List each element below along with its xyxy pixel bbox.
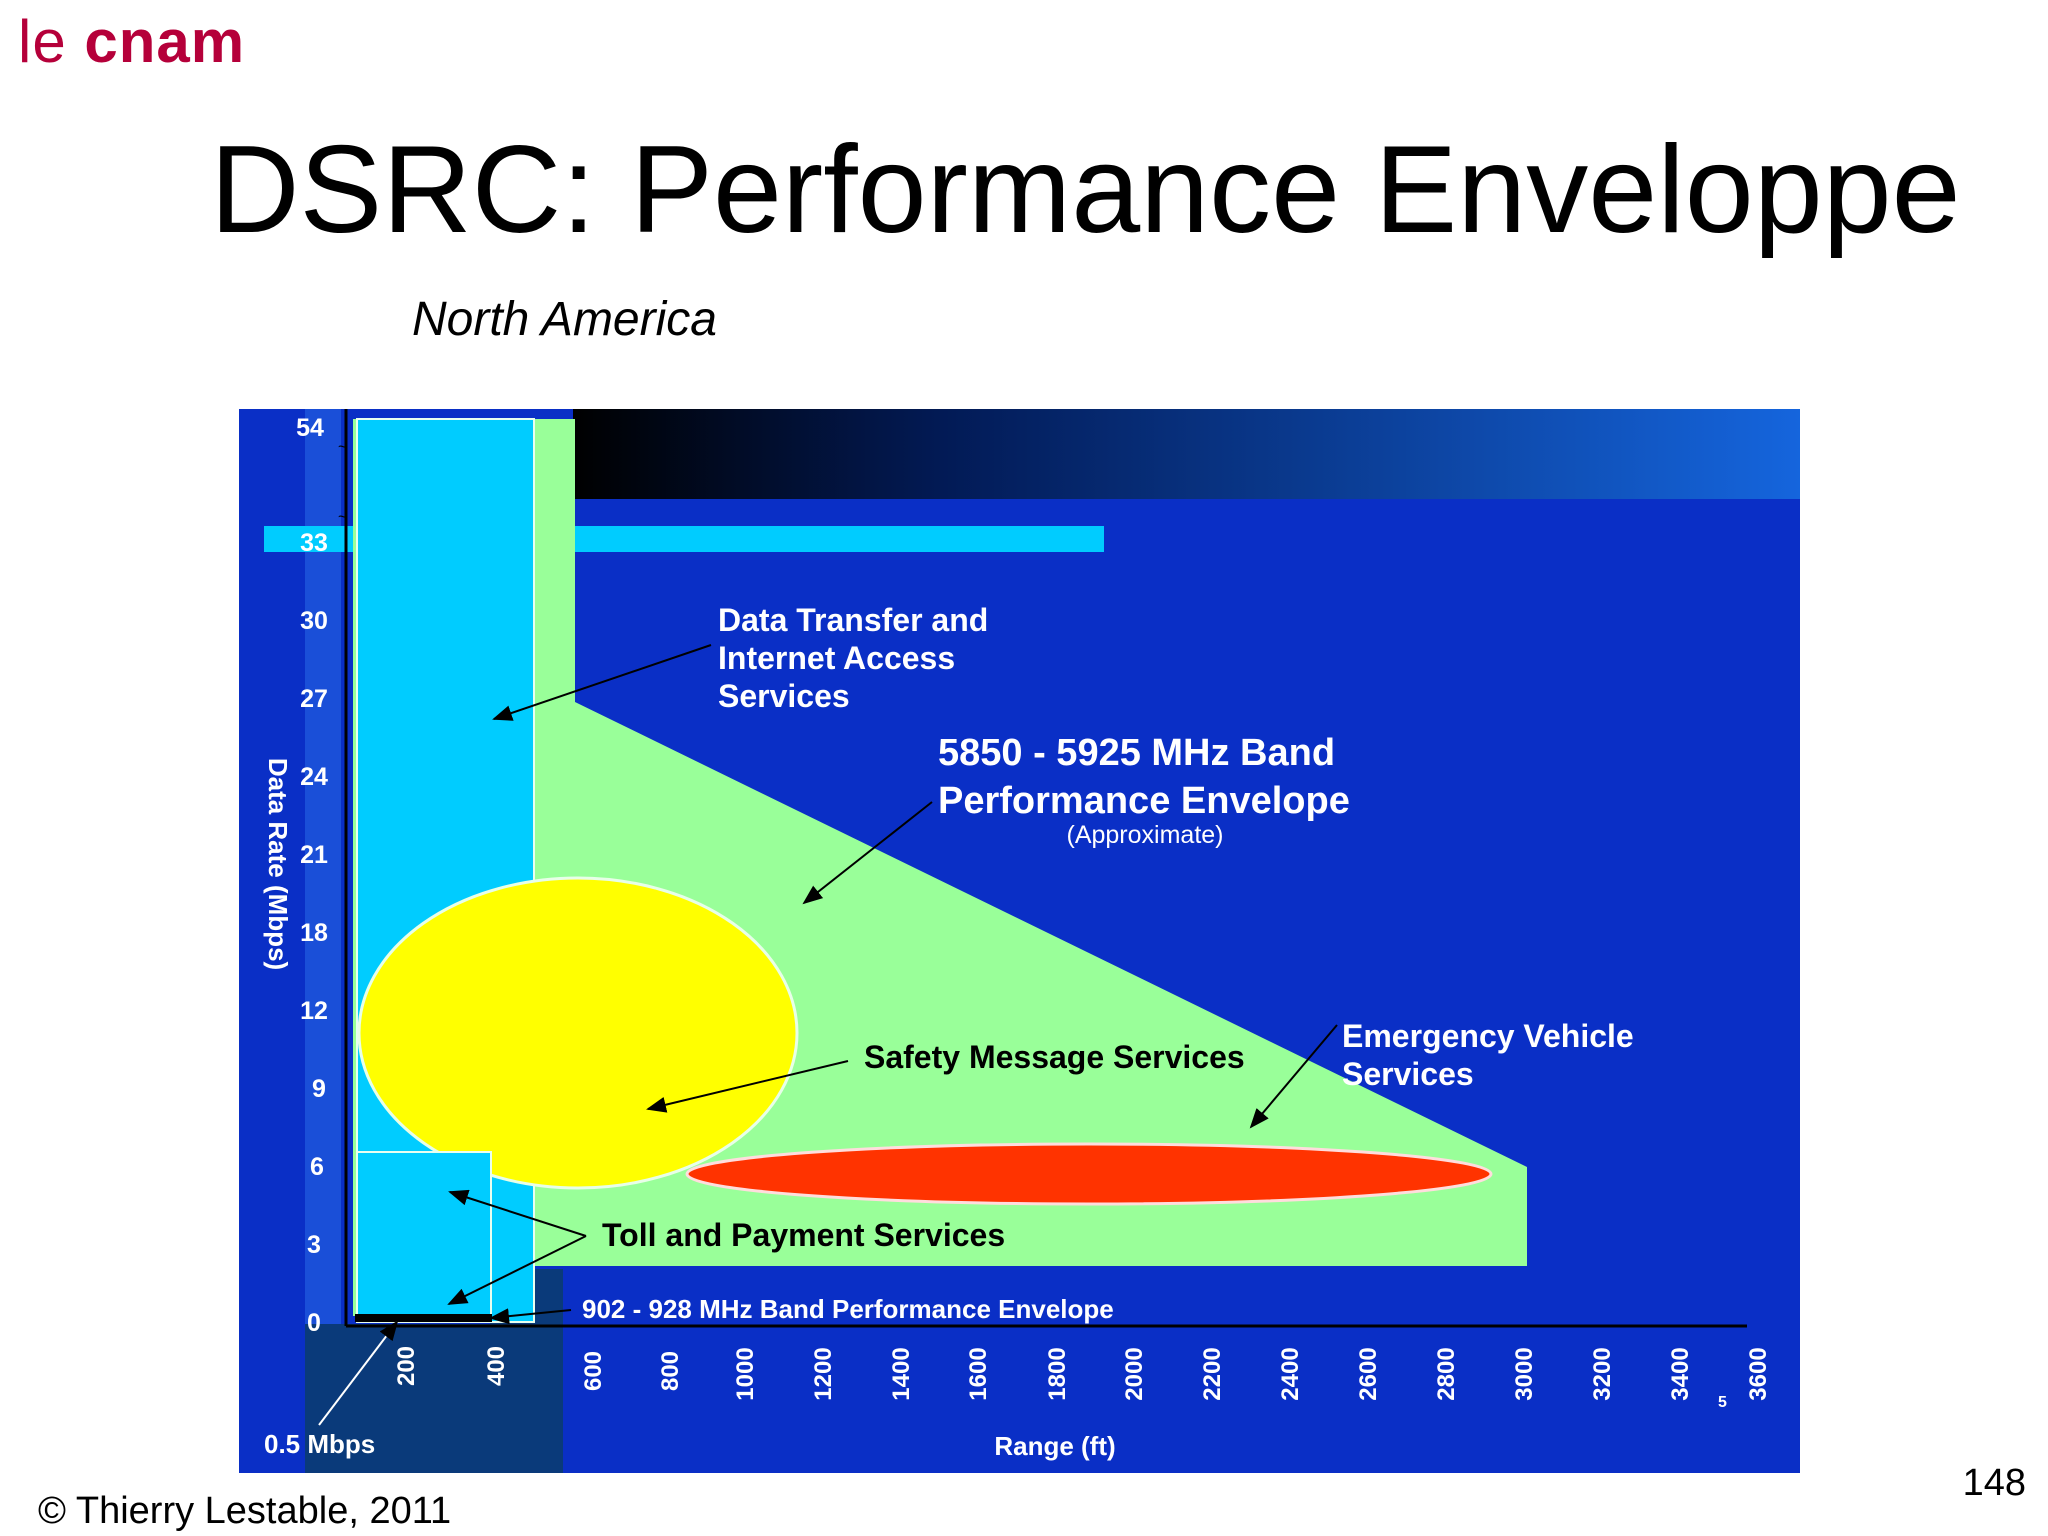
safety-arrow xyxy=(646,1060,849,1113)
annotation-line: Data Transfer and xyxy=(718,602,988,638)
annotation-line: Emergency Vehicle xyxy=(1342,1018,1634,1054)
axis-break-mark-2: ~ xyxy=(338,509,347,526)
annotation-line: 5850 - 5925 MHz Band xyxy=(938,732,1335,774)
logo-le: le xyxy=(18,8,67,75)
copyright-footer: © Thierry Lestable, 2011 xyxy=(38,1490,452,1532)
annotation-line: Services xyxy=(1342,1056,1474,1092)
y-axis-label: Data Rate (Mbps) xyxy=(263,758,293,970)
bottom-axis-panel-dark xyxy=(305,1324,563,1473)
x-tick-label: 400 xyxy=(483,1346,510,1386)
x-tick-label: 2600 xyxy=(1355,1347,1382,1400)
y-tick-label: 9 xyxy=(312,1075,326,1103)
y-tick-label: 0 xyxy=(307,1309,321,1337)
x-tick-label: 1400 xyxy=(888,1347,915,1400)
y-tick-label: 54 xyxy=(296,414,324,442)
annotation-line: Services xyxy=(718,678,850,714)
slide-subtitle: North America xyxy=(412,293,717,346)
x-tick-label: 600 xyxy=(580,1351,607,1391)
x-tick-label: 2800 xyxy=(1433,1347,1460,1400)
x-tick-label: 200 xyxy=(393,1346,420,1386)
min-rate-arrow xyxy=(318,1320,399,1426)
annotation-line: Internet Access xyxy=(718,640,955,676)
top-gradient-band xyxy=(573,409,1800,499)
left-axis-panel xyxy=(305,409,341,1473)
annotation-line: Performance Envelope xyxy=(938,780,1350,822)
annotation-note: (Approximate) xyxy=(1067,821,1224,849)
y-tick-label: 6 xyxy=(310,1153,324,1181)
x-tick-label: 3000 xyxy=(1511,1347,1538,1400)
toll-annotation: Toll and Payment Services xyxy=(602,1217,1005,1253)
y-tick-label: 33 xyxy=(300,529,328,557)
y-tick-label: 21 xyxy=(300,841,328,869)
y-tick-label: 12 xyxy=(300,997,328,1025)
data-transfer-annotation: Data Transfer and Internet Access Servic… xyxy=(718,602,988,714)
x-tick-label: 2400 xyxy=(1277,1347,1304,1400)
y-tick-labels: 54 33 30 27 24 21 18 12 9 6 3 0 xyxy=(296,414,328,1337)
emergency-annotation: Emergency Vehicle Services xyxy=(1342,1018,1634,1092)
x-tick-label: 2200 xyxy=(1199,1347,1226,1400)
x-tick-label: 1800 xyxy=(1044,1347,1071,1400)
x-tick-label: 2000 xyxy=(1121,1347,1148,1400)
axis-break-mark-1: ~ xyxy=(338,439,347,456)
band-900-arrow xyxy=(489,1308,572,1325)
min-rate-label: 0.5 Mbps xyxy=(264,1429,375,1459)
y-tick-label: 30 xyxy=(300,607,328,635)
toll-payment-region xyxy=(356,1151,492,1316)
x-tick-label: 3600 xyxy=(1745,1347,1772,1400)
page-number: 148 xyxy=(1962,1462,2026,1504)
x-tick-label: 1000 xyxy=(732,1347,759,1400)
cnam-logo: le cnam xyxy=(18,6,245,78)
y-tick-label: 3 xyxy=(307,1231,321,1259)
band-900-annotation: 902 - 928 MHz Band Performance Envelope xyxy=(582,1294,1114,1324)
toll-arrow-lower xyxy=(447,1235,587,1305)
band-5-9-arrow xyxy=(802,801,933,905)
emergency-arrow xyxy=(1249,1024,1338,1129)
toll-arrow-upper xyxy=(448,1189,587,1237)
data-transfer-arrow xyxy=(492,644,712,721)
band-900-envelope xyxy=(355,1314,492,1322)
safety-annotation: Safety Message Services xyxy=(864,1039,1245,1075)
emergency-vehicle-ellipse xyxy=(685,1142,1493,1206)
x-axis-label: Range (ft) xyxy=(994,1431,1115,1461)
y-tick-label: 24 xyxy=(300,763,328,791)
logo-cnam: cnam xyxy=(84,8,246,75)
y-tick-label: 18 xyxy=(300,919,328,947)
x-tick-label: 3200 xyxy=(1589,1347,1616,1400)
x-tick-label: 800 xyxy=(657,1351,684,1391)
safety-message-ellipse xyxy=(357,876,799,1190)
band-5-9-annotation: 5850 - 5925 MHz Band Performance Envelop… xyxy=(938,732,1350,849)
arrows xyxy=(447,644,1338,1325)
slide-title: DSRC: Performance Enveloppe xyxy=(210,121,1961,259)
y-tick-label: 27 xyxy=(300,685,328,713)
x-tick-labels: 200 400 600 800 1000 1200 1400 1600 1800… xyxy=(393,1346,1772,1401)
axis-break-mark: 5 xyxy=(1718,1394,1727,1411)
performance-envelope-diagram: ~ ~ 54 33 30 27 24 21 18 12 9 6 3 0 Data… xyxy=(239,409,1800,1473)
x-tick-label: 1200 xyxy=(810,1347,837,1400)
x-tick-label: 1600 xyxy=(965,1347,992,1400)
x-tick-label: 3400 xyxy=(1667,1347,1694,1400)
